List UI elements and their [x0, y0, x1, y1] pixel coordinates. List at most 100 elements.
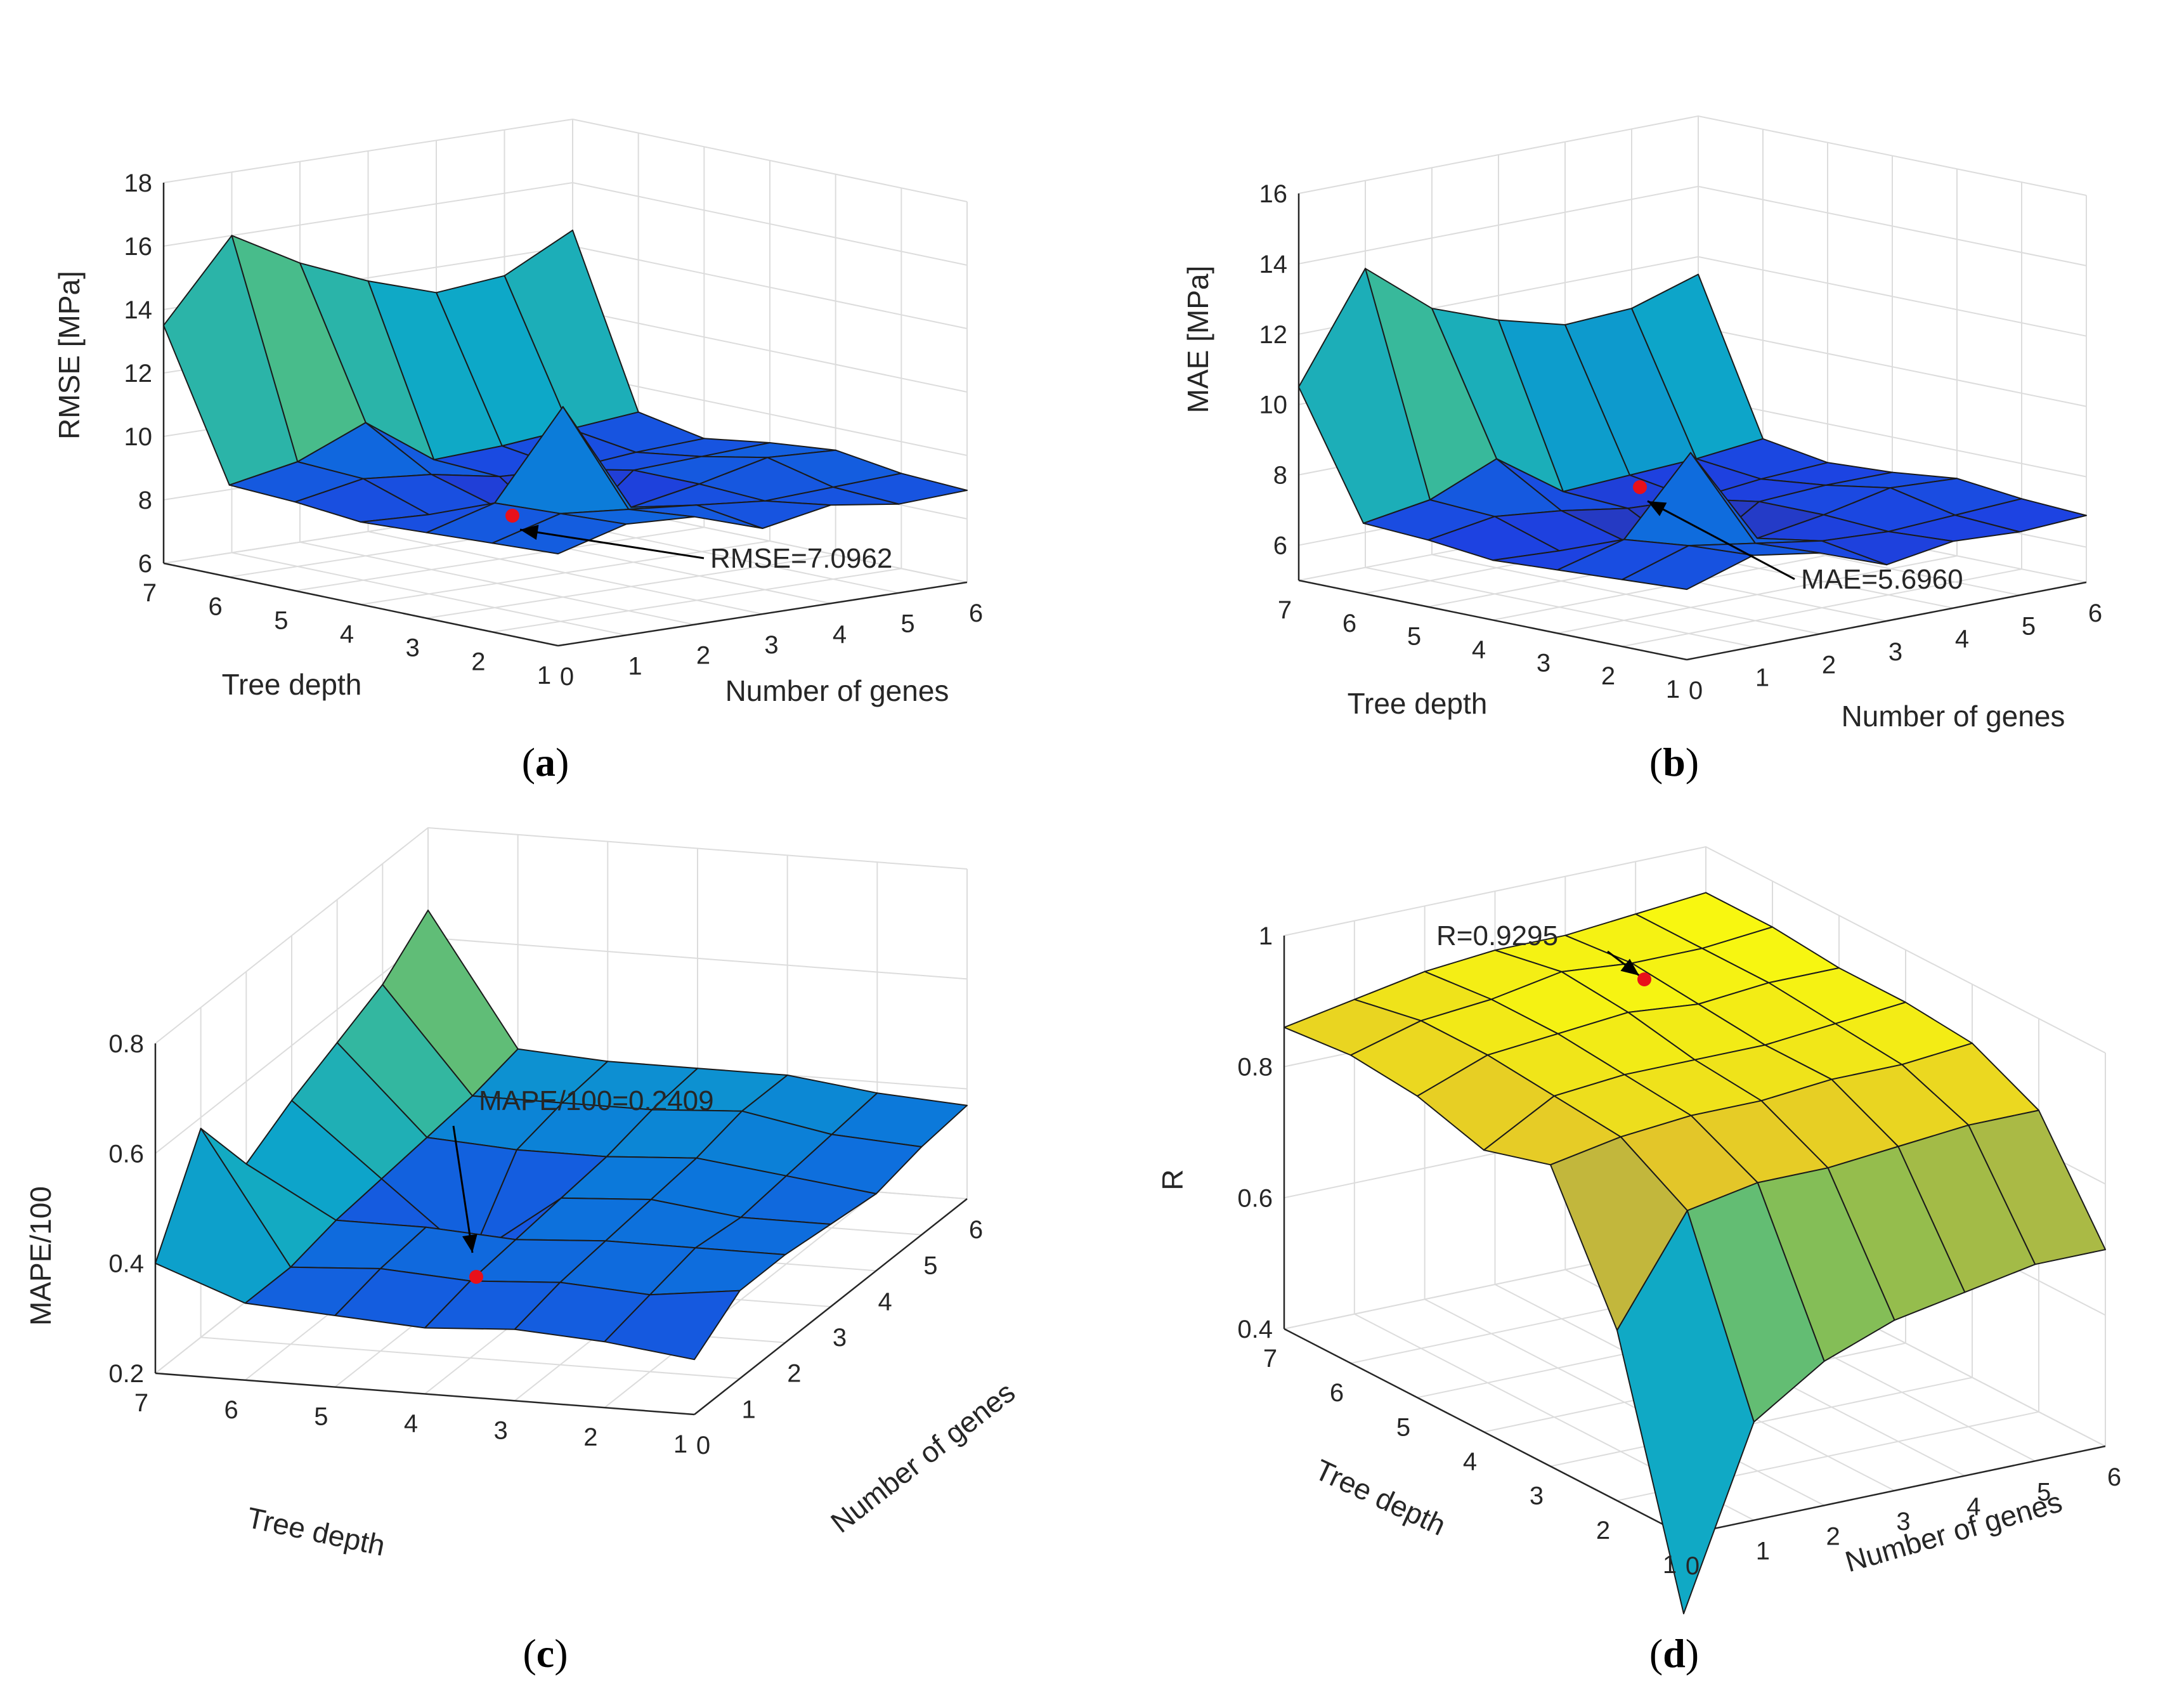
- x-tick-label: 4: [833, 620, 847, 648]
- y-axis-line: [1284, 1328, 1684, 1536]
- panel-label-d: (d): [1649, 1631, 1700, 1676]
- x-axis-label: Number of genes: [824, 1375, 1021, 1539]
- annotation-arrow: [519, 528, 705, 559]
- panel-label-c: (c): [523, 1631, 568, 1676]
- surface: [1298, 268, 2087, 591]
- x-tick-label: 0: [696, 1432, 710, 1460]
- annotation-text: R=0.9295: [1436, 920, 1558, 951]
- y-tick-label: 7: [1278, 596, 1292, 624]
- x-tick-label: 3: [1888, 638, 1902, 666]
- surface-patch: [1622, 545, 1754, 591]
- z-tick-label: 16: [1259, 180, 1288, 208]
- x-tick-label: 3: [833, 1324, 847, 1352]
- grid-line-z: [155, 826, 968, 1044]
- x-tick-label: 2: [696, 642, 710, 670]
- surface: [163, 230, 968, 554]
- y-tick-label: 2: [583, 1423, 597, 1451]
- grid-line-y: [604, 1191, 878, 1408]
- y-tick-label: 5: [1396, 1413, 1410, 1441]
- annotation-text: MAPE/100=0.2409: [479, 1085, 714, 1116]
- z-tick-label: 8: [138, 487, 152, 514]
- y-axis-label: Tree depth: [244, 1501, 388, 1562]
- annotation-arrowhead: [462, 1234, 478, 1253]
- y-tick-label: 4: [1463, 1448, 1477, 1476]
- x-axis-label: Number of genes: [725, 674, 949, 707]
- z-tick-label: 0.2: [108, 1360, 144, 1388]
- y-tick-label: 6: [1342, 610, 1356, 637]
- z-axis-label: RMSE [MPa]: [53, 271, 86, 440]
- x-tick-label: 5: [900, 610, 914, 638]
- annotation-arrow: [1647, 500, 1795, 580]
- z-tick-label: 1: [1259, 922, 1273, 950]
- y-axis-line: [1298, 579, 1687, 661]
- surface: [155, 910, 968, 1361]
- z-tick-label: 12: [1259, 321, 1288, 349]
- z-tick-label: 14: [1259, 251, 1288, 278]
- z-axis-label: MAPE/100: [24, 1186, 57, 1326]
- grid-line-y: [426, 554, 836, 619]
- z-tick-label: 10: [1259, 391, 1288, 419]
- x-tick-label: 2: [1826, 1522, 1840, 1550]
- y-tick-label: 1: [537, 662, 551, 689]
- axes: [162, 183, 968, 647]
- grid-line-z: [163, 118, 968, 202]
- optimum-marker: [505, 509, 519, 523]
- z-tick-label: 0.4: [108, 1250, 144, 1278]
- x-axis-line: [1683, 1445, 2106, 1536]
- x-tick-label: 3: [1896, 1508, 1910, 1536]
- x-tick-label: 6: [969, 1216, 983, 1244]
- y-tick-label: 1: [1666, 676, 1680, 703]
- y-tick-label: 6: [1330, 1379, 1344, 1407]
- annotation-arrow: [452, 1125, 474, 1253]
- surface: [1284, 892, 2106, 1614]
- z-tick-label: 0.6: [108, 1140, 144, 1168]
- annotation-text: RMSE=7.0962: [710, 543, 892, 574]
- y-tick-label: 5: [1407, 623, 1421, 651]
- optimum-marker: [1633, 480, 1647, 494]
- z-tick-label: 12: [124, 360, 153, 388]
- z-tick-label: 0.4: [1237, 1316, 1273, 1343]
- z-tick-label: 10: [124, 423, 153, 451]
- x-axis-label: Number of genes: [1842, 1485, 2066, 1578]
- y-tick-label: 2: [471, 648, 485, 676]
- x-tick-label: 5: [923, 1252, 937, 1280]
- x-axis-line: [557, 581, 968, 647]
- x-tick-label: 0: [1689, 677, 1703, 705]
- grid-line-y: [492, 568, 902, 633]
- z-tick-label: 0.6: [1237, 1184, 1273, 1212]
- x-tick-label: 2: [787, 1360, 801, 1388]
- x-axis-label: Number of genes: [1842, 700, 2065, 733]
- y-axis-label: Tree depth: [1310, 1453, 1451, 1541]
- z-tick-label: 0.8: [1237, 1054, 1273, 1081]
- y-axis-label: Tree depth: [222, 668, 362, 701]
- x-tick-label: 4: [1966, 1493, 1980, 1521]
- z-tick-label: 8: [1273, 462, 1287, 490]
- x-tick-label: 1: [1756, 1538, 1770, 1565]
- z-axis-label: MAE [MPa]: [1181, 266, 1214, 414]
- y-tick-label: 3: [494, 1416, 508, 1444]
- grid-line-y: [1557, 555, 1958, 634]
- x-tick-label: 0: [1686, 1552, 1700, 1580]
- panel-label-b: (b): [1649, 740, 1700, 785]
- x-tick-label: 6: [2088, 599, 2102, 627]
- z-tick-label: 18: [124, 169, 153, 197]
- x-tick-label: 1: [628, 652, 642, 680]
- y-tick-label: 4: [340, 620, 354, 648]
- x-tick-label: 4: [878, 1288, 892, 1316]
- axes: [1283, 936, 2106, 1536]
- y-axis-line: [163, 562, 559, 647]
- y-axis-line: [155, 1372, 695, 1416]
- y-tick-label: 3: [406, 634, 420, 662]
- y-tick-label: 1: [673, 1430, 687, 1458]
- x-tick-label: 6: [969, 599, 983, 627]
- axes: [154, 1043, 968, 1416]
- x-tick-label: 1: [742, 1395, 756, 1423]
- y-tick-label: 3: [1530, 1482, 1544, 1510]
- x-axis-line: [694, 1198, 968, 1415]
- grid-line-y: [1550, 1376, 1973, 1467]
- optimum-marker: [1637, 972, 1651, 986]
